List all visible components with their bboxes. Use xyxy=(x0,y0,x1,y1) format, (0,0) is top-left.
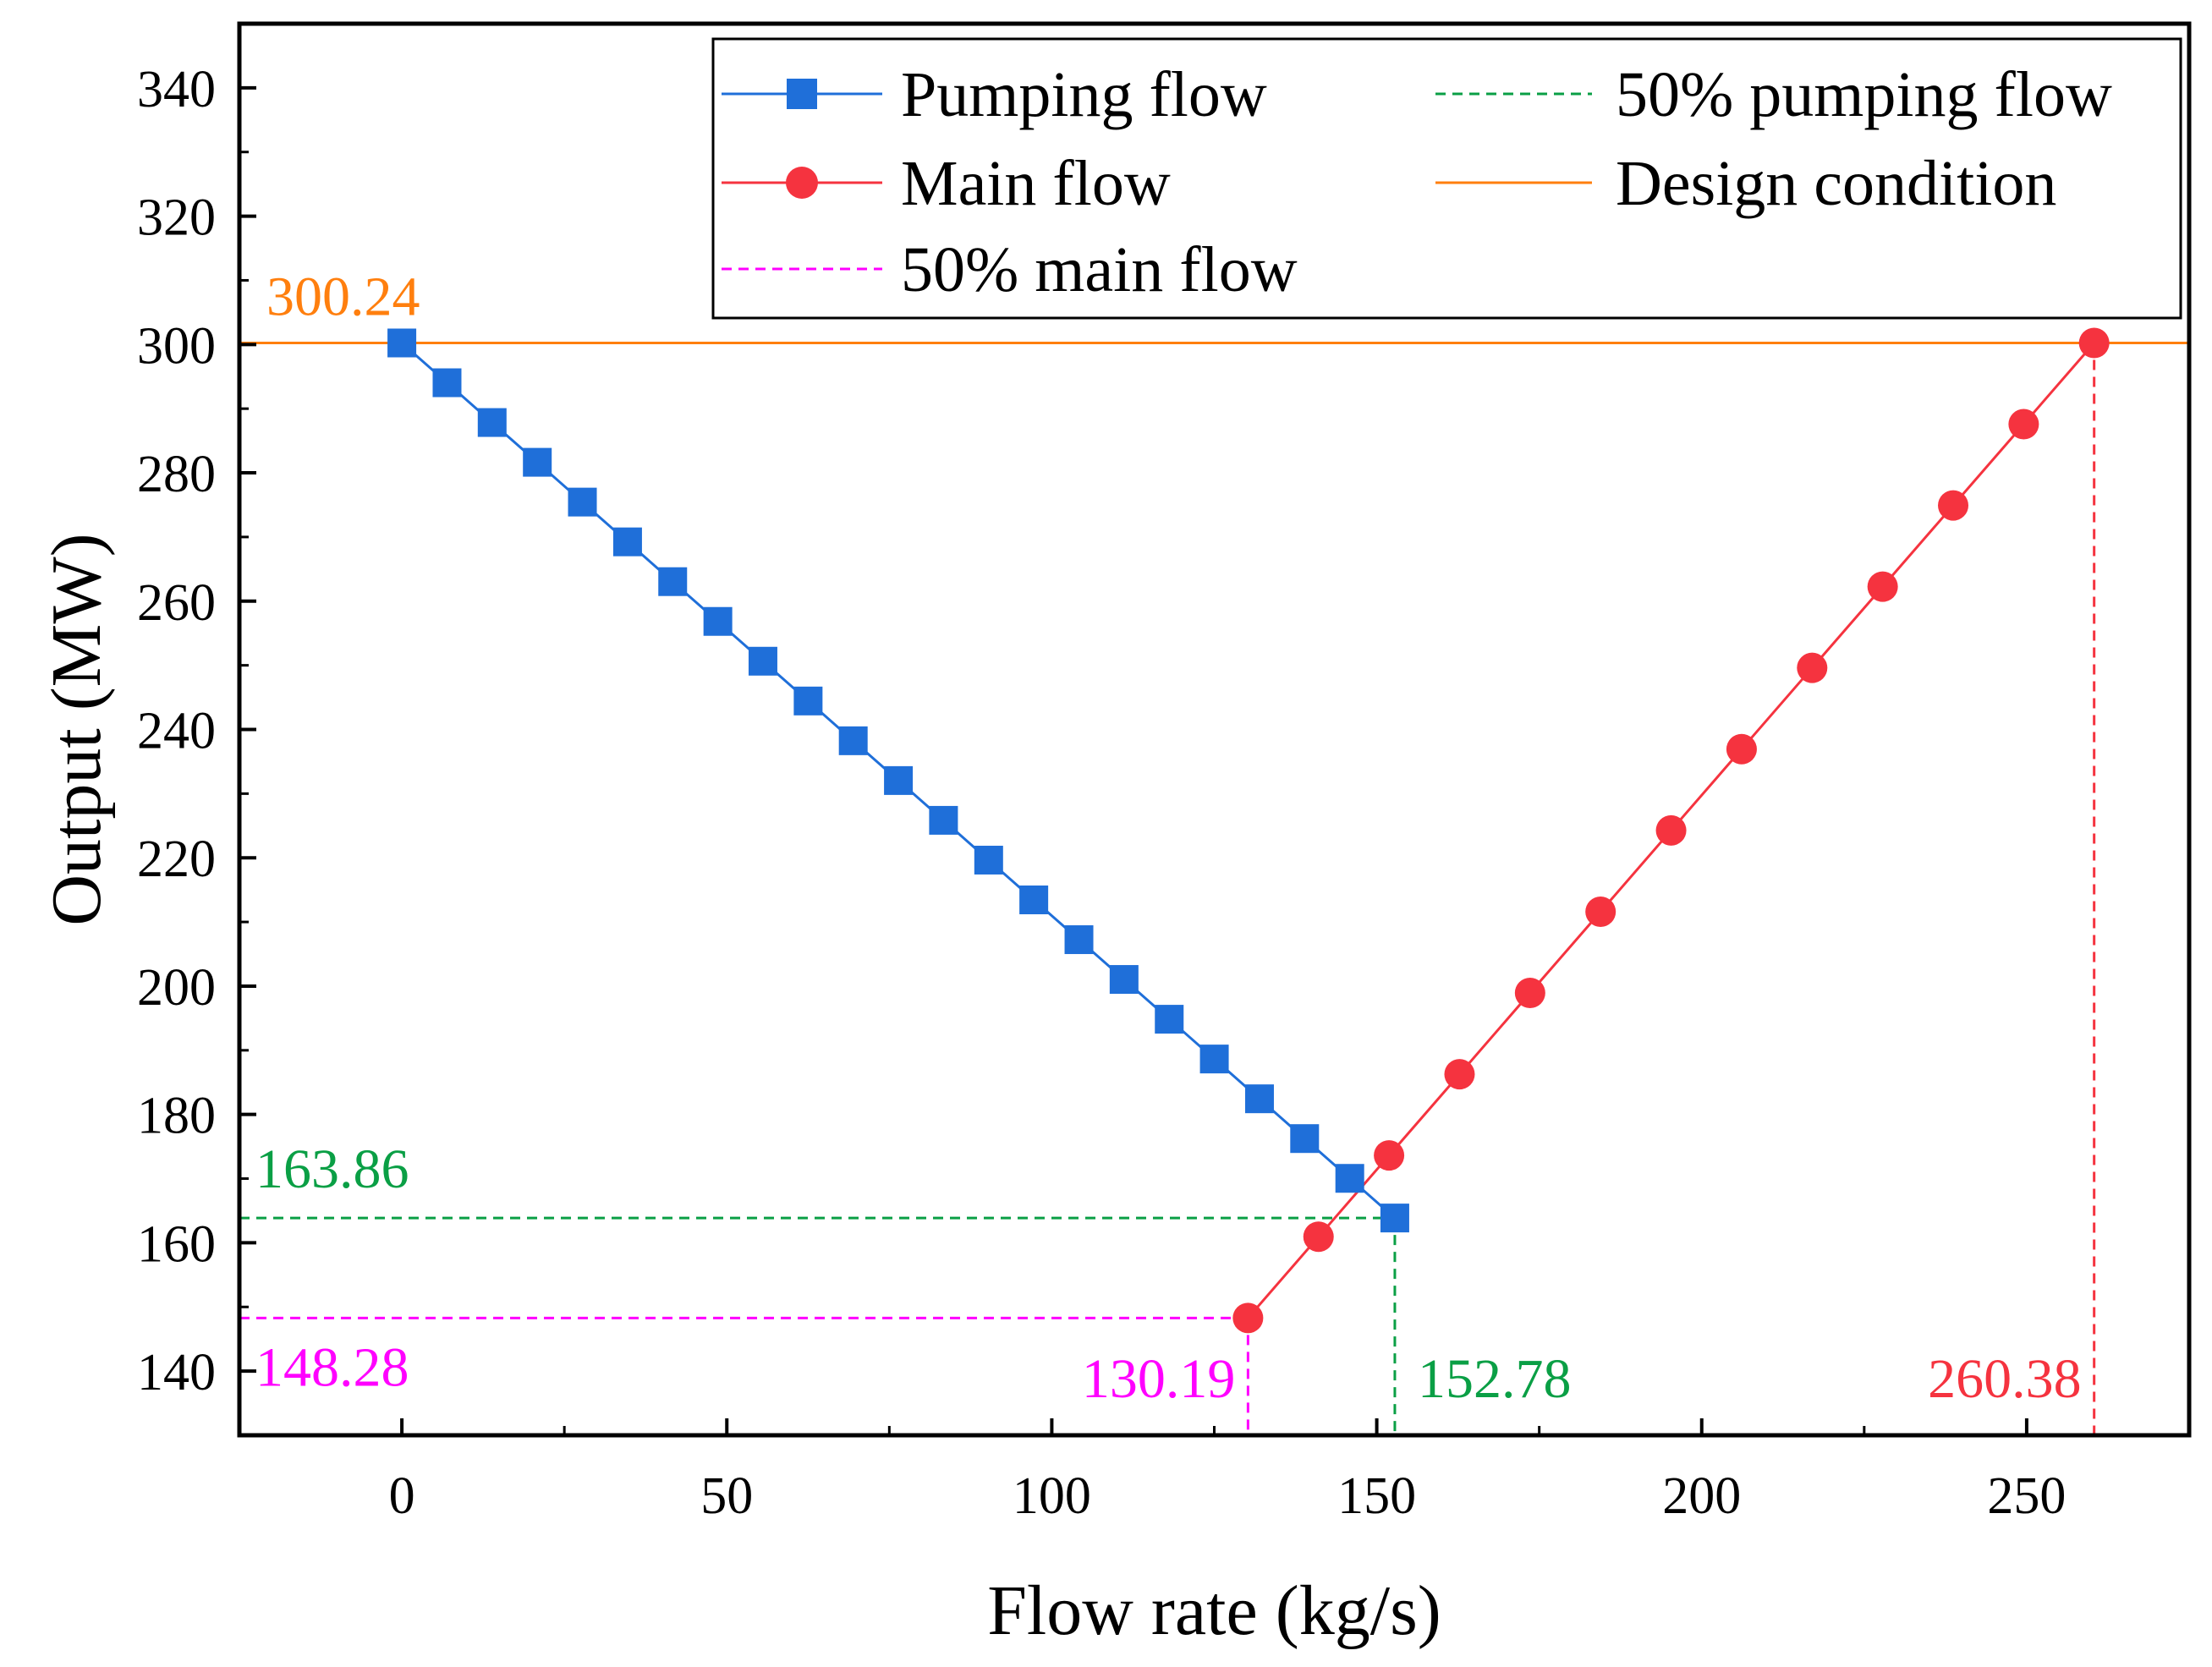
x-tick-label: 150 xyxy=(1337,1467,1416,1525)
y-tick-label: 300 xyxy=(137,317,216,375)
main-50-flow-label: 130.19 xyxy=(1082,1348,1236,1410)
y-tick-label: 280 xyxy=(137,446,216,503)
series-main-flow xyxy=(1232,327,2110,1334)
legend-design-label: Design condition xyxy=(1616,148,2056,219)
main-flow-point xyxy=(1444,1059,1475,1090)
main-flow-point xyxy=(1374,1140,1405,1171)
y-tick-label: 260 xyxy=(137,574,216,632)
main-50-output-label: 148.28 xyxy=(255,1336,409,1398)
pumping-50-output-label: 163.86 xyxy=(255,1138,409,1200)
pumping-flow-point xyxy=(1335,1164,1364,1193)
y-tick-label: 340 xyxy=(137,61,216,118)
y-tick-label: 140 xyxy=(137,1344,216,1401)
pumping-flow-point xyxy=(387,328,417,358)
main-flow-point xyxy=(1867,571,1898,602)
y-tick-label: 240 xyxy=(137,703,216,760)
pumping-flow-point xyxy=(1290,1124,1320,1154)
pumping-flow-point xyxy=(432,368,462,398)
x-tick-label: 0 xyxy=(389,1467,415,1525)
x-tick-label: 100 xyxy=(1013,1467,1091,1525)
y-tick-label: 200 xyxy=(137,959,216,1017)
y-tick-label: 320 xyxy=(137,189,216,247)
pumping-50-flow-label: 152.78 xyxy=(1418,1348,1572,1410)
y-axis-title: Output (MW) xyxy=(37,533,116,925)
reference-lines xyxy=(239,341,2189,1435)
pumping-flow-point xyxy=(1155,1005,1184,1034)
main-design-flow-label: 260.38 xyxy=(1928,1348,2082,1410)
main-flow-point xyxy=(1585,896,1616,927)
design-output-label: 300.24 xyxy=(266,266,420,327)
y-tick-label: 180 xyxy=(137,1088,216,1145)
pumping-flow-point xyxy=(703,606,733,636)
pumping-flow-point xyxy=(523,447,552,477)
x-axis-title: Flow rate (kg/s) xyxy=(987,1571,1441,1650)
y-tick-label: 160 xyxy=(137,1215,216,1273)
main-flow-point xyxy=(2078,327,2110,359)
legend-main-label: Main flow xyxy=(901,148,1171,219)
pumping-flow-point xyxy=(477,408,507,437)
pumping-flow-point xyxy=(748,646,777,676)
pumping-flow-point xyxy=(838,726,868,755)
series-pumping-flow xyxy=(387,328,1409,1233)
legend-box xyxy=(711,37,2182,320)
y-axis-ticks: 140 160 180 200 220 240 260 280 300 320 340 xyxy=(137,61,256,1401)
x-axis-ticks: 0 50 100 150 200 250 xyxy=(389,1418,2066,1525)
pumping-flow-point xyxy=(1019,885,1049,914)
pumping-flow-point xyxy=(793,686,823,716)
annotations: 300.24 163.86 148.28 130.19 152.78 260.3… xyxy=(255,266,2082,1410)
x-tick-label: 200 xyxy=(1662,1467,1741,1525)
pumping-flow-point xyxy=(1199,1045,1229,1074)
legend-pumping-label: Pumping flow xyxy=(901,59,1267,130)
x-tick-label: 250 xyxy=(1987,1467,2066,1525)
pumping-flow-point xyxy=(568,487,597,517)
main-flow-point xyxy=(1797,652,1828,683)
pumping-flow-point xyxy=(929,805,958,835)
main-flow-point xyxy=(1938,490,1969,521)
pumping-flow-point xyxy=(884,765,914,795)
main-flow-point xyxy=(1655,814,1687,846)
main-flow-point xyxy=(2008,409,2039,440)
pumping-flow-point xyxy=(974,845,1003,875)
y-tick-label: 220 xyxy=(137,831,216,888)
pumping-flow-point xyxy=(658,567,688,596)
main-flow-point xyxy=(1726,733,1757,765)
legend-pumping-50-label: 50% pumping flow xyxy=(1616,59,2112,130)
pumping-flow-point xyxy=(1109,965,1139,995)
pumping-flow-point xyxy=(612,527,642,557)
legend-main-marker xyxy=(786,167,818,199)
x-tick-label: 50 xyxy=(700,1467,753,1525)
legend-pumping-marker xyxy=(787,79,817,109)
pumping-flow-point xyxy=(1064,925,1094,955)
pumping-flow-point xyxy=(1380,1204,1409,1233)
main-flow-point xyxy=(1514,977,1545,1008)
main-flow-point xyxy=(1232,1302,1264,1334)
pumping-flow-point xyxy=(1244,1084,1274,1114)
legend-main-50-label: 50% main flow xyxy=(901,234,1298,305)
legend: Pumping flow 50% pumping flow Main flow … xyxy=(711,37,2182,320)
main-flow-point xyxy=(1303,1221,1334,1253)
